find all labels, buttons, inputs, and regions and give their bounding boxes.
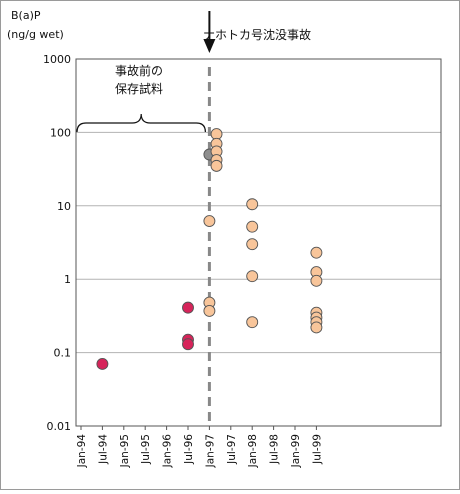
- y-tick-label: 1: [64, 273, 71, 286]
- event-arrow-icon: [203, 39, 216, 53]
- pre-accident-label-line1: 事故前の: [115, 63, 163, 78]
- x-tick-label: Jul-98: [269, 434, 281, 465]
- data-point: [203, 304, 216, 317]
- x-tick-label: Jul-95: [140, 434, 152, 465]
- data-point: [246, 238, 259, 251]
- x-tick-label: Jan-99: [290, 434, 302, 468]
- data-point: [310, 246, 323, 259]
- y-tick-label: 100: [50, 126, 71, 139]
- data-point: [246, 270, 259, 283]
- x-tick-label: Jan-96: [162, 434, 174, 469]
- x-tick-layer: Jan-94 Jul-94 Jan-95 Jul-95 Jan-96 Jul-96 Jan-…: [76, 426, 323, 469]
- data-point: [310, 274, 323, 287]
- y-axis-label-line1: B(a)P: [11, 9, 41, 22]
- y-tick-label: 0.01: [47, 420, 72, 433]
- data-point: [182, 301, 194, 314]
- data-point: [246, 316, 259, 329]
- grid-layer: [76, 131, 441, 354]
- y-tick-label: 0.1: [54, 347, 72, 360]
- x-tick-label: Jul-96: [183, 434, 195, 465]
- annotation-layer: [76, 11, 216, 426]
- pre-accident-bracket: [76, 113, 206, 133]
- data-point: [210, 159, 223, 172]
- x-tick-label: Jul-97: [226, 434, 238, 465]
- plot-frame-layer: [75, 58, 442, 427]
- y-tick-label: 10: [57, 200, 71, 213]
- data-point: [246, 220, 259, 233]
- points-layer: [96, 128, 323, 370]
- x-tick-label: Jul-99: [311, 434, 323, 465]
- event-label: ナホトカ号沈没事故: [203, 27, 311, 42]
- y-tick-layer: 1000 100 10 1 0.1 0.01: [43, 53, 71, 433]
- x-tick-label: Jan-98: [247, 434, 259, 468]
- x-tick-label: Jul-94: [97, 434, 109, 465]
- y-axis-label-line2: (ng/g wet): [7, 28, 64, 41]
- plot-frame: [75, 58, 442, 427]
- x-tick-label: Jan-95: [119, 434, 131, 468]
- data-point: [182, 338, 194, 351]
- data-point: [310, 321, 323, 334]
- pre-accident-label-line2: 保存試料: [115, 81, 163, 96]
- data-point: [246, 198, 259, 211]
- x-tick-label: Jan-97: [204, 434, 216, 468]
- data-point: [203, 215, 216, 227]
- y-tick-label: 1000: [43, 53, 71, 66]
- data-point: [96, 358, 109, 370]
- x-tick-label: Jan-94: [76, 434, 88, 469]
